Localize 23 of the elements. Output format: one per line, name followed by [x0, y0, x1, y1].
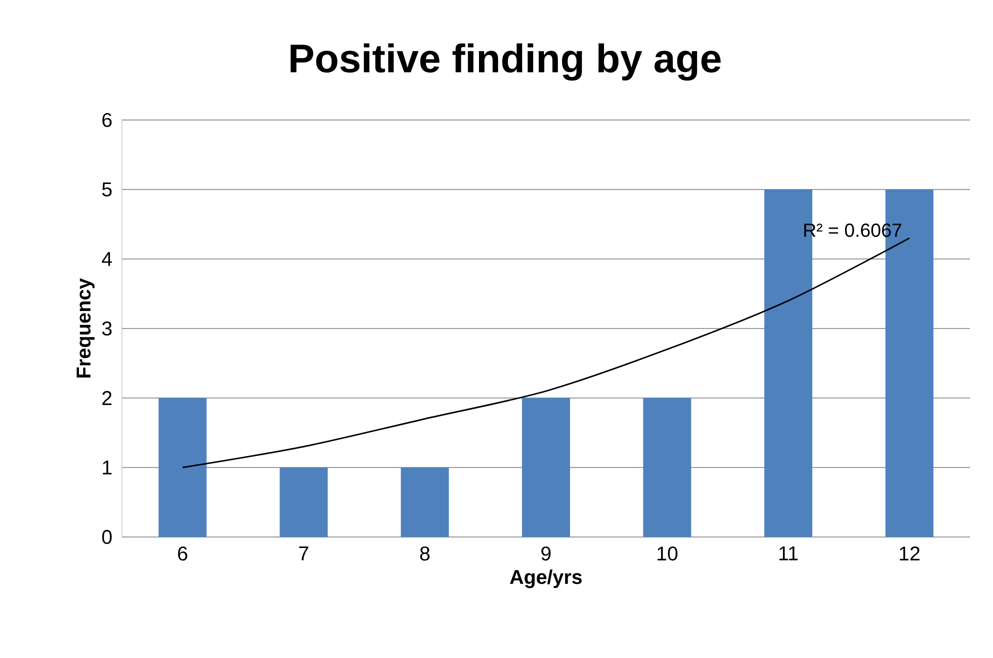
line-series [182, 237, 910, 468]
x-tick-label: 10 [658, 546, 678, 561]
bar [400, 467, 449, 537]
y-tick-label: 3 [102, 321, 112, 336]
x-tick-label: 9 [541, 546, 551, 561]
bar [280, 467, 328, 537]
x-axis-title: Age/yrs [510, 569, 582, 588]
y-axis-title: Frequency [76, 278, 95, 378]
y-tick-label: 5 [102, 182, 112, 196]
x-tick-label: 7 [299, 546, 308, 560]
x-tick-label: 8 [420, 546, 430, 561]
y-tick-label: 0 [102, 530, 112, 544]
bar [643, 398, 692, 537]
y-tick-label: 4 [102, 252, 112, 266]
chart-title: Positive finding by age [290, 43, 721, 81]
bar [522, 398, 570, 537]
x-tick-label: 6 [178, 546, 188, 561]
y-tick-label: 2 [102, 391, 112, 405]
bar [158, 398, 207, 537]
y-tick-label: 1 [102, 460, 112, 474]
x-tick-label: 12 [900, 546, 920, 560]
x-tick-label: 11 [779, 546, 798, 560]
y-tick-label: 6 [102, 112, 112, 128]
